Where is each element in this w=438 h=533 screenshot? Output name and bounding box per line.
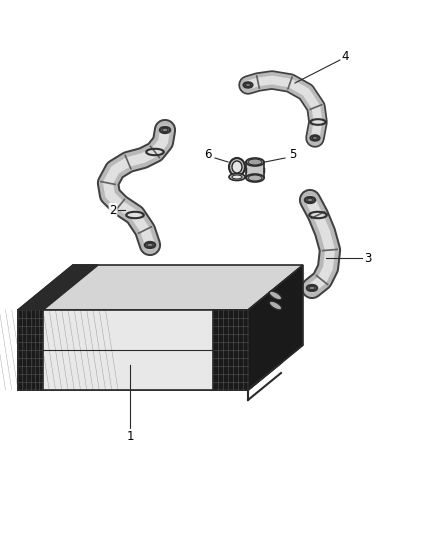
Ellipse shape: [307, 285, 317, 291]
Ellipse shape: [160, 127, 170, 133]
Ellipse shape: [147, 243, 153, 247]
Ellipse shape: [269, 301, 282, 310]
Ellipse shape: [229, 158, 245, 176]
Ellipse shape: [312, 136, 318, 140]
Text: 1: 1: [126, 430, 134, 442]
Polygon shape: [18, 310, 248, 390]
Ellipse shape: [248, 175, 262, 181]
Ellipse shape: [246, 174, 264, 182]
Polygon shape: [213, 310, 248, 390]
Ellipse shape: [232, 161, 242, 173]
Ellipse shape: [162, 128, 168, 132]
Text: 5: 5: [290, 149, 297, 161]
Ellipse shape: [229, 174, 245, 181]
Polygon shape: [18, 265, 98, 310]
Ellipse shape: [245, 83, 251, 86]
Ellipse shape: [145, 242, 155, 248]
Polygon shape: [18, 345, 303, 390]
Text: 6: 6: [204, 149, 212, 161]
FancyBboxPatch shape: [246, 162, 264, 178]
Ellipse shape: [269, 291, 282, 300]
Ellipse shape: [244, 82, 253, 88]
Polygon shape: [18, 265, 303, 310]
Polygon shape: [18, 310, 43, 390]
Ellipse shape: [232, 175, 242, 179]
Text: 4: 4: [341, 51, 349, 63]
Ellipse shape: [248, 159, 262, 165]
Polygon shape: [248, 265, 303, 390]
Ellipse shape: [307, 198, 313, 202]
Ellipse shape: [305, 197, 315, 203]
Ellipse shape: [311, 135, 320, 141]
Ellipse shape: [246, 158, 264, 166]
Text: 3: 3: [364, 252, 372, 264]
Text: 2: 2: [109, 204, 117, 216]
Ellipse shape: [309, 286, 315, 290]
